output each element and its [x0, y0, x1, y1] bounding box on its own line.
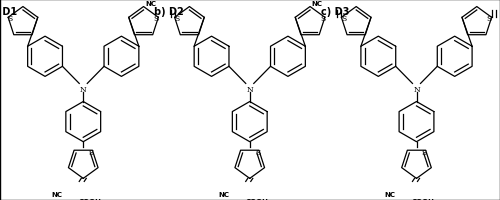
Text: S: S: [88, 148, 94, 156]
Text: NC: NC: [52, 192, 62, 197]
Text: COOH: COOH: [79, 198, 102, 200]
Text: N: N: [246, 86, 253, 94]
Text: S: S: [422, 148, 427, 156]
Text: b) D2: b) D2: [154, 7, 184, 17]
Text: NC: NC: [385, 192, 396, 197]
Text: NC: NC: [312, 1, 323, 7]
Text: S: S: [341, 15, 346, 23]
Text: N: N: [80, 86, 86, 94]
Text: S: S: [487, 15, 492, 23]
Text: S: S: [255, 148, 260, 156]
Text: c) D3: c) D3: [321, 7, 350, 17]
Text: S: S: [174, 15, 180, 23]
Text: a) D1: a) D1: [0, 7, 17, 17]
Text: NC: NC: [145, 1, 156, 7]
Text: S: S: [8, 15, 13, 23]
Text: NC: NC: [218, 192, 229, 197]
Text: COOH: COOH: [412, 198, 435, 200]
Text: COOH: COOH: [246, 198, 268, 200]
Text: S: S: [154, 15, 159, 23]
Text: N: N: [413, 86, 420, 94]
Text: S: S: [320, 15, 326, 23]
